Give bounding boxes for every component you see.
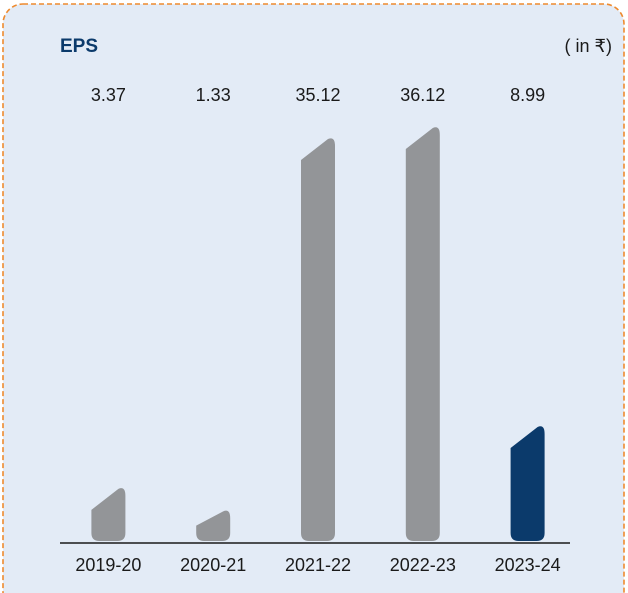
- chart-title: EPS: [60, 36, 98, 57]
- value-label: 36.12: [400, 85, 445, 105]
- value-label: 3.37: [91, 85, 126, 105]
- x-tick-label: 2022-23: [390, 555, 456, 575]
- value-label: 35.12: [295, 85, 340, 105]
- bar: [405, 127, 440, 542]
- bar: [196, 510, 231, 541]
- x-tick-label: 2020-21: [180, 555, 246, 575]
- bar: [301, 138, 335, 541]
- value-label: 1.33: [196, 85, 231, 105]
- x-tick-label: 2019-20: [75, 555, 141, 575]
- x-tick-label: 2021-22: [285, 555, 351, 575]
- unit-label: ( in ₹): [565, 36, 612, 56]
- value-label: 8.99: [510, 85, 545, 105]
- x-tick-label: 2023-24: [495, 555, 561, 575]
- bar: [510, 426, 545, 541]
- bar: [91, 488, 126, 541]
